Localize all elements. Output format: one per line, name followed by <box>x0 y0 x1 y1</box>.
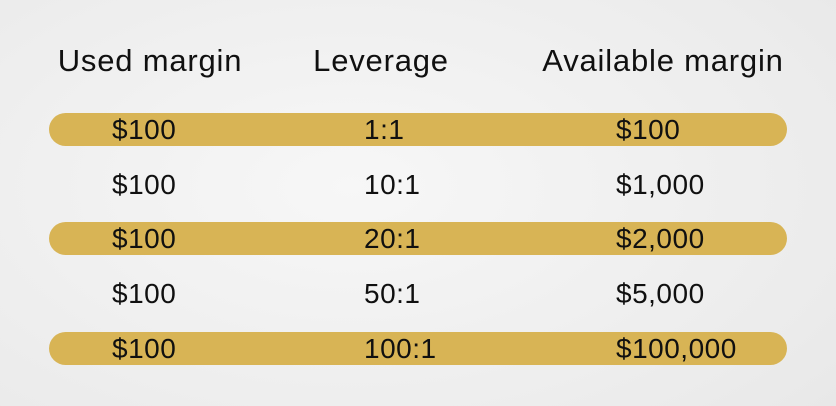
cell-leverage: 20:1 <box>364 223 421 254</box>
column-header-used-margin: Used margin <box>57 43 243 78</box>
table-row: $100 10:1 $1,000 <box>49 168 787 201</box>
table-row: $100 100:1 $100,000 <box>49 332 787 365</box>
cell-leverage: 50:1 <box>364 278 421 309</box>
cell-used-margin: $100 <box>112 223 177 254</box>
cell-used-margin: $100 <box>112 169 177 200</box>
column-header-leverage: Leverage <box>313 43 449 78</box>
cell-used-margin: $100 <box>112 114 177 145</box>
table-row: $100 20:1 $2,000 <box>49 222 787 255</box>
cell-used-margin: $100 <box>112 278 177 309</box>
table-row: $100 50:1 $5,000 <box>49 277 787 310</box>
table-row: $100 1:1 $100 <box>49 113 787 146</box>
cell-available-margin: $100 <box>616 114 681 145</box>
cell-available-margin: $1,000 <box>616 169 705 200</box>
cell-leverage: 10:1 <box>364 169 421 200</box>
cell-available-margin: $5,000 <box>616 278 705 309</box>
column-header-available-margin: Available margin <box>542 43 784 78</box>
cell-available-margin: $100,000 <box>616 333 737 364</box>
cell-available-margin: $2,000 <box>616 223 705 254</box>
cell-leverage: 1:1 <box>364 114 405 145</box>
cell-used-margin: $100 <box>112 333 177 364</box>
cell-leverage: 100:1 <box>364 333 437 364</box>
